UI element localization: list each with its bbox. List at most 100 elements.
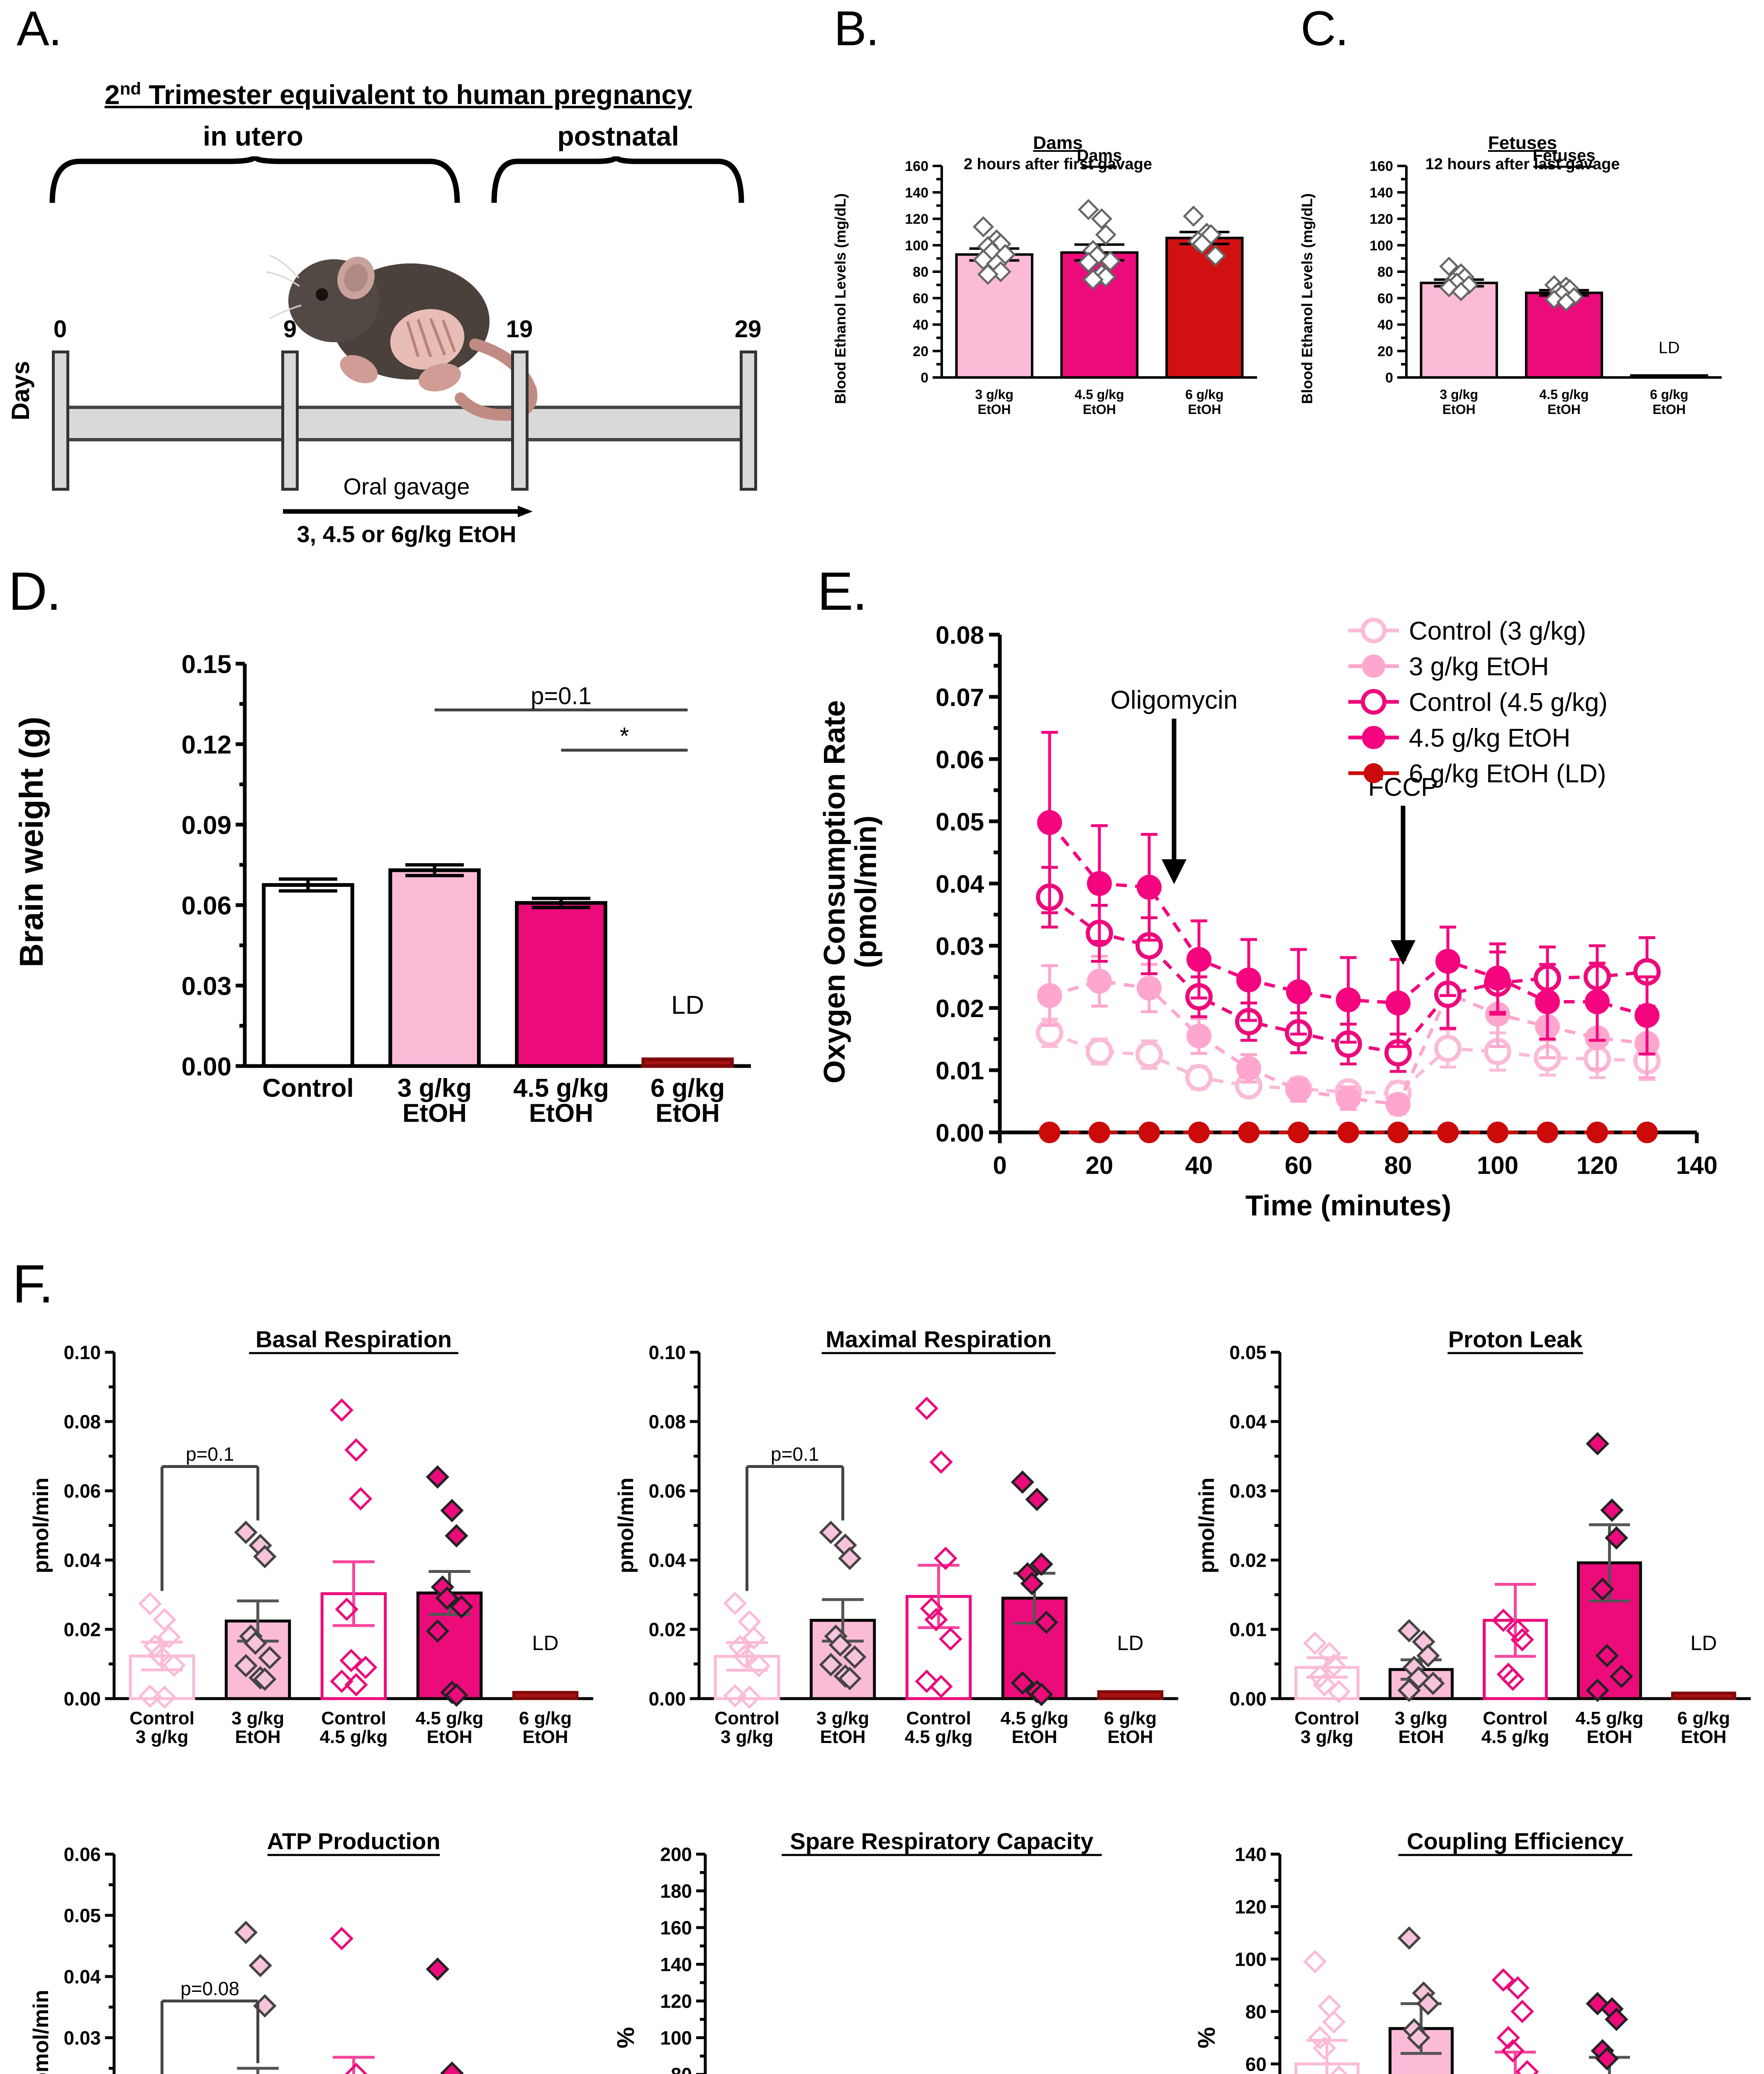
- x-category-label: 6 g/kg: [1104, 1708, 1157, 1728]
- data-point: [426, 1957, 449, 1981]
- bar: [515, 901, 607, 1068]
- data-point: [1318, 1642, 1341, 1665]
- data-point: [1585, 989, 1610, 1014]
- panel-e-ylabel: Oxygen Consumption Rate (pmol/min): [818, 672, 883, 1112]
- x-category-label: 3 g/kg: [1395, 1708, 1447, 1728]
- x-category-label: Control: [321, 1708, 386, 1728]
- data-point: [1185, 1064, 1213, 1091]
- data-point: [1078, 199, 1099, 220]
- legend-label: 4.5 g/kg EtOH: [1409, 724, 1570, 752]
- data-point: [723, 1592, 747, 1615]
- bar-chart: Proton Leak 0.00 0.01 0.02 0.03 0.04 0.05 LD Con…: [1195, 1326, 1751, 1747]
- bar: [512, 1691, 579, 1700]
- svg-text:p=0.08: p=0.08: [180, 1978, 239, 1999]
- panel-d-plot: 0.00 0.03 0.06 0.09 0.12 0.15 LD p=0.1 * Control 3…: [141, 639, 763, 1161]
- chart-title: Coupling Efficiency: [1407, 1828, 1624, 1854]
- panel-f-chart-atp-production: ATP Production0.000.010.020.030.040.050.…: [25, 1809, 606, 2074]
- annotation-oligomycin: Oligomycin: [1111, 686, 1238, 884]
- bar: [1165, 236, 1244, 379]
- data-point: [1496, 2026, 1520, 2050]
- bar: [641, 1057, 734, 1068]
- bar: [262, 883, 354, 1068]
- data-point: [990, 261, 1011, 282]
- chart-title: ATP Production: [267, 1828, 441, 1854]
- data-point: [1135, 1041, 1163, 1069]
- timeline-tick-29: [740, 351, 757, 491]
- data-point: [1421, 1672, 1445, 1695]
- svg-text:p=0.1: p=0.1: [771, 1444, 819, 1465]
- y-tick-label: 0.02: [1229, 1550, 1267, 1571]
- data-point: [445, 1524, 468, 1548]
- data-point: [440, 2061, 464, 2074]
- y-tick-label: 0.07: [936, 684, 984, 711]
- data-point: [1082, 269, 1104, 290]
- data-point: [1537, 1122, 1558, 1143]
- y-tick-label: 140: [1235, 1844, 1267, 1865]
- x-category-label: EtOH: [1442, 402, 1476, 417]
- y-axis-label: %: [1193, 2027, 1220, 2049]
- x-category-label: EtOH: [402, 1099, 467, 1127]
- panel-e-plot: 0.00 0.01 0.02 0.03 0.04 0.05 0.06 0.07 0.08 0 20 4…: [892, 610, 1747, 1240]
- data-point: [1586, 1678, 1609, 1702]
- data-point: [249, 1954, 272, 1977]
- panel-d-ylabel: Brain weight (g): [13, 716, 50, 968]
- y-tick-label: 0.03: [1229, 1480, 1267, 1502]
- data-point: [143, 1634, 167, 1658]
- data-point: [1308, 1665, 1332, 1688]
- data-point: [1020, 1572, 1044, 1596]
- data-point: [1322, 2010, 1346, 2034]
- y-axis-label: pmol/min: [29, 1478, 53, 1573]
- data-point: [828, 1633, 852, 1657]
- panel-e-letter: E.: [817, 561, 867, 621]
- y-tick-label: 0.04: [648, 1550, 686, 1571]
- panel-f-chart-basal-respiration: Basal Respiration 0.00 0.02 0.04 0.06 0.08 0.1…: [25, 1307, 606, 1796]
- data-point: [1635, 1003, 1659, 1028]
- data-point: [1511, 2000, 1534, 2023]
- panel-a-title-sup: nd: [119, 79, 141, 98]
- data-point: [1288, 1122, 1309, 1143]
- data-point: [234, 1921, 258, 1945]
- y-tick-label: 0.05: [936, 808, 984, 836]
- panel-b-ylabel: Blood Ethanol Levels (mg/dL): [832, 193, 849, 404]
- y-tick-label: 0: [1385, 370, 1393, 386]
- x-category-label: EtOH: [1188, 402, 1221, 417]
- data-point: [1434, 1035, 1462, 1062]
- panel-f-chart-proton-leak: Proton Leak 0.00 0.01 0.02 0.03 0.04 0.05 LD Con…: [1191, 1307, 1763, 1796]
- data-point: [738, 1685, 761, 1709]
- data-point: [939, 1627, 962, 1651]
- data-point: [1238, 1122, 1260, 1143]
- x-category-label: 6 g/kg: [1650, 387, 1688, 402]
- y-tick-label: 0.00: [648, 1688, 686, 1710]
- timeline-tick-label-19: 19: [506, 316, 533, 343]
- y-tick-label: 0.02: [936, 995, 984, 1022]
- y-tick-label: 0.06: [936, 746, 984, 774]
- significance-annotation: *: [561, 723, 688, 752]
- svg-text:Oligomycin: Oligomycin: [1111, 686, 1238, 715]
- data-point: [1099, 250, 1121, 272]
- x-tick-label: 100: [1477, 1151, 1518, 1179]
- y-tick-label: 0.10: [648, 1342, 686, 1363]
- chart-title: Basal Respiration: [256, 1326, 452, 1352]
- data-point: [1011, 1470, 1034, 1494]
- data-point: [440, 1499, 464, 1522]
- x-category-label: EtOH: [1083, 402, 1116, 417]
- data-point: [738, 1610, 761, 1633]
- data-point: [349, 1487, 373, 1511]
- y-tick-label: 40: [913, 317, 928, 333]
- x-category-label: 6 g/kg: [519, 1708, 572, 1728]
- data-point: [1313, 1673, 1336, 1697]
- data-point: [1515, 2060, 1539, 2074]
- bar-chart: Spare Respiratory Capacity02040608010012…: [612, 1828, 1102, 2074]
- data-point: [234, 1654, 258, 1677]
- data-point: [929, 1450, 953, 1474]
- y-tick-label: 140: [660, 1954, 692, 1975]
- data-point: [253, 1545, 277, 1568]
- data-point: [915, 1670, 938, 1693]
- data-point: [1025, 1487, 1049, 1512]
- timeline-tick-19: [511, 351, 529, 491]
- panel-b-subtitle: 2 hours after first gavage: [963, 156, 1152, 173]
- data-point: [426, 1465, 449, 1489]
- svg-text:*: *: [620, 723, 629, 750]
- bar-chart: ATP Production0.000.010.020.030.040.050.…: [29, 1828, 464, 2074]
